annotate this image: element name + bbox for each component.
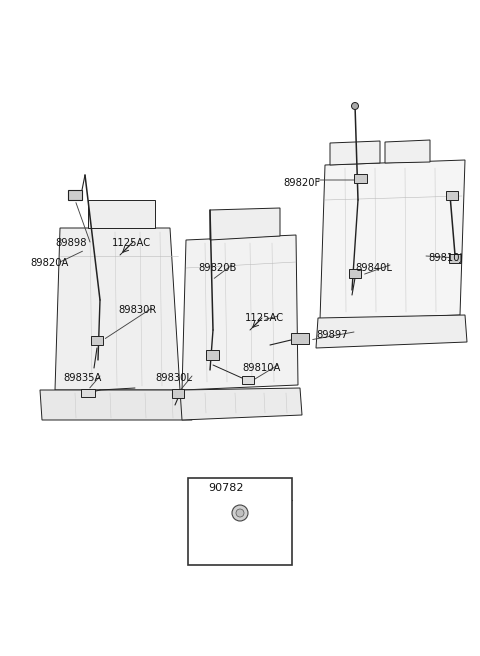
- Bar: [205, 350, 218, 360]
- Text: 90782: 90782: [208, 483, 243, 493]
- Polygon shape: [40, 390, 192, 420]
- Text: 89810J: 89810J: [428, 253, 462, 263]
- Bar: [68, 190, 82, 200]
- Polygon shape: [88, 200, 155, 228]
- Text: 89830R: 89830R: [118, 305, 156, 315]
- Polygon shape: [320, 160, 465, 320]
- Bar: [349, 268, 361, 277]
- Bar: [449, 253, 461, 262]
- Text: 89840L: 89840L: [355, 263, 392, 273]
- Text: 89830L: 89830L: [155, 373, 192, 383]
- Circle shape: [236, 509, 244, 517]
- Polygon shape: [316, 315, 467, 348]
- Bar: [446, 190, 458, 199]
- Circle shape: [232, 505, 248, 521]
- Polygon shape: [210, 208, 280, 240]
- Bar: [172, 388, 184, 398]
- Bar: [188, 478, 292, 565]
- Text: 89820B: 89820B: [198, 263, 236, 273]
- Text: 1125AC: 1125AC: [112, 238, 151, 248]
- Bar: [91, 335, 103, 344]
- Polygon shape: [180, 388, 302, 420]
- Text: 1125AC: 1125AC: [245, 313, 284, 323]
- Bar: [353, 173, 367, 182]
- Polygon shape: [385, 140, 430, 163]
- Text: 89898: 89898: [55, 238, 86, 248]
- Text: 89820A: 89820A: [30, 258, 68, 268]
- Text: 89810A: 89810A: [242, 363, 280, 373]
- Bar: [291, 333, 309, 344]
- Text: 89835A: 89835A: [63, 373, 101, 383]
- Circle shape: [351, 102, 359, 110]
- Text: 89820F: 89820F: [283, 178, 320, 188]
- Polygon shape: [330, 141, 380, 165]
- Bar: [81, 389, 95, 397]
- Bar: [242, 376, 254, 384]
- Polygon shape: [182, 235, 298, 390]
- Polygon shape: [55, 228, 180, 390]
- Text: 89897: 89897: [316, 330, 348, 340]
